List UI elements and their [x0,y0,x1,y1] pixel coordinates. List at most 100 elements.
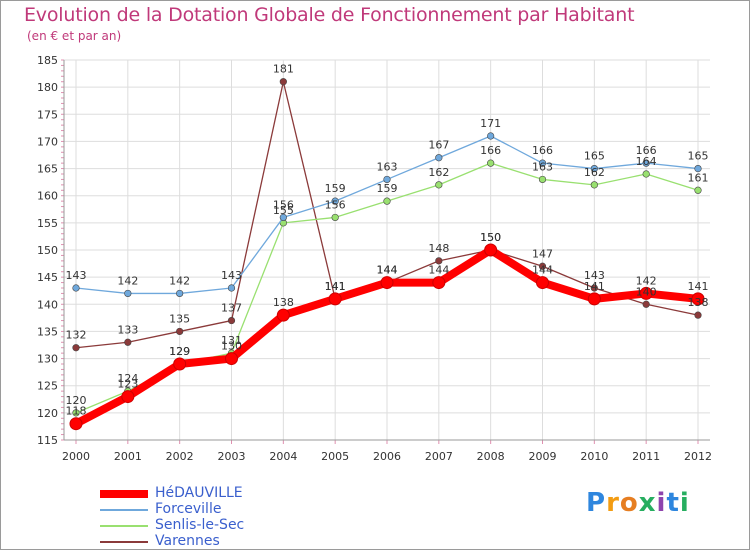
data-point [72,344,80,352]
data-point [121,390,135,404]
data-point [694,311,702,319]
data-point [173,357,187,371]
logo-letter: x [638,488,657,518]
data-point [124,338,132,346]
data-point [380,276,394,290]
data-label: 161 [688,171,709,184]
legend-swatch [100,509,148,511]
data-label: 165 [584,150,605,163]
logo-letter: o [619,488,639,518]
data-point [279,78,287,86]
x-tick-label: 2005 [321,450,349,463]
y-tick-label: 130 [37,353,58,366]
data-label: 118 [66,405,87,418]
data-label: 166 [532,144,553,157]
y-tick-label: 135 [37,325,58,338]
data-label: 163 [377,160,398,173]
data-label: 147 [532,247,553,260]
data-label: 142 [636,274,657,287]
data-label: 150 [480,231,501,244]
series-forceville [72,132,702,298]
data-point [331,213,339,222]
data-label: 141 [325,280,346,293]
legend-label: Senlis-le-Sec [155,517,245,533]
data-point [279,213,287,222]
data-label: 135 [169,312,190,325]
x-tick-label: 2010 [580,450,608,463]
data-point [642,300,650,308]
data-label: 137 [221,302,242,315]
data-point [642,170,650,178]
data-label: 123 [117,378,138,391]
y-tick-label: 165 [37,163,58,176]
y-tick-label: 175 [37,108,58,121]
data-label: 171 [480,117,501,130]
legend-swatch [100,490,148,498]
data-point [331,197,339,205]
y-tick-label: 160 [37,190,58,203]
data-point [538,262,547,270]
chart-subtitle: (en € et par an) [27,29,122,43]
x-tick-label: 2007 [425,450,453,463]
data-label: 143 [66,269,87,282]
proxiti-logo: Proxiti [586,488,690,518]
y-tick-label: 125 [37,380,58,393]
data-point [276,308,290,322]
data-label: 165 [688,150,709,163]
data-label: 132 [66,329,87,342]
data-label: 130 [221,340,242,353]
legend-label: Forceville [155,501,222,517]
x-tick-label: 2001 [114,450,142,463]
chart-title: Evolution de la Dotation Globale de Fonc… [24,4,635,26]
data-label: 166 [636,144,657,157]
data-point [124,289,132,298]
data-label: 141 [688,280,709,293]
y-tick-label: 150 [37,244,58,257]
data-point [72,284,80,292]
data-point [590,181,598,189]
data-point [639,286,653,300]
data-label: 181 [273,63,294,76]
logo-letter: P [586,488,607,518]
data-point [176,327,184,336]
y-tick-label: 120 [37,407,58,420]
data-label: 166 [480,144,501,157]
x-tick-label: 2002 [166,450,194,463]
legend-label: HéDAUVILLE [155,485,243,501]
data-label: 120 [66,394,87,407]
data-point [590,164,598,173]
data-point [435,154,443,162]
data-label: 144 [428,264,449,277]
data-point [487,159,495,167]
logo-letter: t [666,488,680,518]
y-tick-label: 180 [37,81,58,94]
data-label: 159 [377,182,398,195]
data-label: 144 [532,264,553,277]
data-label: 141 [325,280,346,293]
data-label: 141 [584,280,605,293]
data-label: 162 [584,166,605,179]
logo-letter: r [606,488,620,518]
data-point [487,132,495,140]
data-label: 133 [117,323,138,336]
data-point [694,186,702,194]
data-point [432,276,446,290]
y-tick-label: 170 [37,135,58,148]
data-label: 138 [273,296,294,309]
data-label: 164 [636,155,657,168]
y-tick-label: 115 [37,434,58,447]
legend-label: Varennes [155,533,220,549]
x-tick-label: 2004 [269,450,297,463]
data-point [590,284,598,292]
data-label: 143 [584,269,605,282]
legend-swatch [100,525,148,527]
data-label: 129 [169,345,190,358]
data-point [587,292,601,306]
data-point [383,175,391,184]
data-label: 162 [428,166,449,179]
data-point [538,159,547,167]
data-label: 129 [169,345,190,358]
logo-letter: i [679,488,690,518]
data-point [72,409,80,417]
